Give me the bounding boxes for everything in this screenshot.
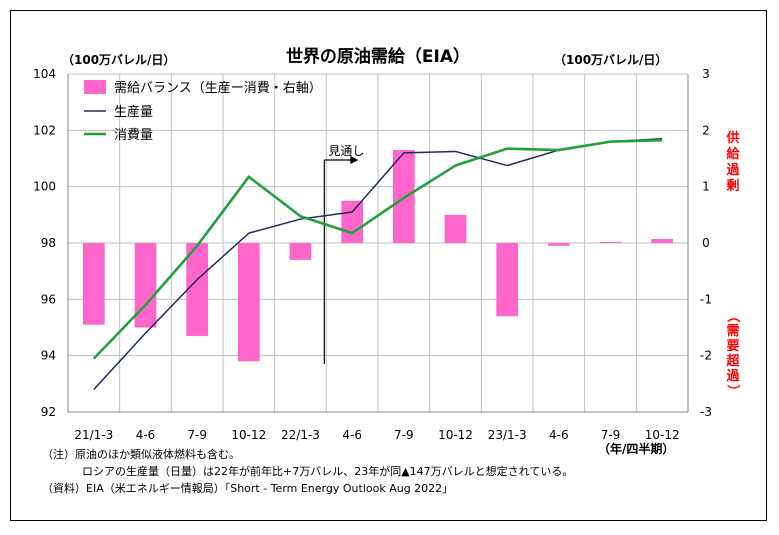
label-oversupply-char: 供 [725,130,739,146]
right-tick-label: -3 [700,405,712,419]
balance-bar [289,243,312,260]
series-lines [92,138,663,390]
x-tick-label: 22/1-3 [281,428,320,442]
x-tick-label: 10-12 [645,428,680,442]
legend-label-balance: 需給バランス（生産ー消費・右軸） [114,80,322,96]
right-axis-unit: （100万バレル/日） [554,52,667,67]
right-tick-label: -1 [700,292,712,306]
footnote-2: ロシアの生産量（日量）は22年が前年比+7万バレル、23年が同▲147万バレルと… [82,465,574,478]
right-tick-label: 0 [702,236,710,250]
balance-bar [82,243,105,325]
balance-bar [341,200,364,243]
consumption-line [92,138,663,360]
balance-bar [444,214,467,243]
right-tick-label: -2 [700,349,712,363]
label-oversupply-char: 剰 [725,178,739,194]
axes: 92 94 96 98 100 102 104 -3 -2 -1 0 1 2 3 21/1-3 4-6 7-9 1… [33,67,712,442]
balance-bar [599,241,622,243]
balance-bar [651,239,674,243]
left-tick-label: 96 [41,292,56,306]
forecast-marker: 見通し [323,144,364,364]
left-axis-unit: （100万バレル/日） [62,52,175,67]
legend-label-production: 生産量 [114,104,153,120]
x-tick-label: 10-12 [438,428,473,442]
left-tick-label: 102 [33,123,56,137]
forecast-arrow-head [350,156,359,164]
grid-lines [67,73,689,413]
legend-swatch-balance [84,80,106,94]
x-tick-label: 4-6 [342,428,362,442]
balance-bar [237,243,260,362]
x-tick-label: 7-9 [601,428,621,442]
label-undersupply-char: 要 [726,339,739,354]
label-oversupply-char: 給 [726,146,740,162]
x-tick-label: 4-6 [549,428,569,442]
chart-title: 世界の原油需給（EIA） [286,46,470,67]
x-tick-label: 7-9 [187,428,207,442]
right-tick-label: 1 [702,180,710,194]
source-note: （資料）EIA（米エネルギー情報局）「Short - Term Energy O… [42,482,454,495]
right-tick-label: 2 [702,123,710,137]
left-tick-label: 104 [33,67,56,81]
label-undersupply-char: 超 [726,353,740,369]
x-tick-label: 23/1-3 [488,428,527,442]
label-undersupply-char: （ [725,309,741,322]
forecast-label: 見通し [328,144,364,158]
left-tick-label: 98 [41,236,56,250]
footnotes: （注）原油のほか類似液体燃料も含む。 ロシアの生産量（日量）は22年が前年比+7… [42,446,573,497]
footnote-1: （注）原油のほか類似液体燃料も含む。 [42,448,240,461]
balance-bar [547,243,570,246]
balance-bar [186,243,209,336]
x-axis-unit: （年/四半期） [598,441,674,456]
balance-bar [496,243,519,317]
x-tick-label: 7-9 [394,428,414,442]
x-tick-label: 4-6 [136,428,156,442]
x-tick-label: 10-12 [231,428,266,442]
left-tick-label: 94 [41,349,56,363]
left-tick-label: 92 [41,405,56,419]
label-undersupply-char: 過 [725,368,740,384]
label-oversupply-char: 過 [725,162,740,178]
balance-bar [134,243,157,328]
legend-label-consumption: 消費量 [114,128,153,143]
label-undersupply-char: 需 [726,324,739,339]
right-tick-label: 3 [702,67,710,81]
x-tick-label: 21/1-3 [74,428,113,442]
label-undersupply-char: ） [725,384,741,397]
left-tick-label: 100 [33,180,56,194]
